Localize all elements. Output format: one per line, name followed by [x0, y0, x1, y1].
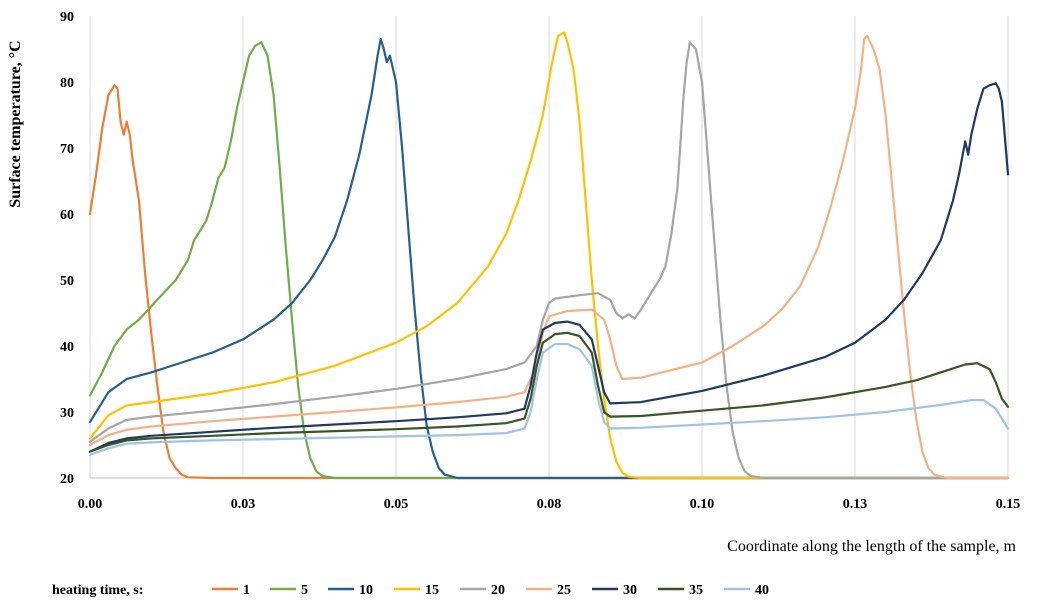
legend-label-10: 10	[359, 583, 373, 598]
y-tick-label: 80	[60, 76, 74, 91]
series-line-1	[88, 84, 1010, 480]
legend-label-40: 40	[755, 583, 769, 598]
legend-label-35: 35	[689, 583, 703, 598]
tick-labels: 0.00 0.03 0.05 0.08 0.10 0.13 0.15 20 30 40 50 60 70…	[60, 10, 1020, 512]
series-line-35	[88, 331, 1010, 453]
y-tick-label: 20	[60, 472, 74, 487]
y-tick-label: 40	[60, 340, 74, 355]
y-tick-label: 30	[60, 406, 74, 421]
legend-title: heating time, s:	[52, 583, 143, 598]
x-tick-label: 0.08	[537, 497, 562, 512]
series-line-5	[88, 41, 1010, 480]
y-tick-label: 50	[60, 274, 74, 289]
x-tick-label: 0.15	[996, 497, 1021, 512]
legend-label-1: 1	[243, 583, 250, 598]
legend-label-15: 15	[425, 583, 439, 598]
series-line-30	[88, 82, 1010, 453]
series-layer	[88, 31, 1010, 480]
legend: 1 5 10 15 20 25 30 35 40	[212, 583, 769, 598]
legend-label-5: 5	[301, 583, 308, 598]
x-tick-label: 0.10	[690, 497, 715, 512]
x-tick-label: 0.13	[843, 497, 868, 512]
x-tick-label: 0.00	[78, 497, 103, 512]
series-line-40	[88, 342, 1010, 456]
y-tick-label: 60	[60, 208, 74, 223]
legend-label-25: 25	[557, 583, 571, 598]
x-axis-title: Coordinate along the length of the sampl…	[727, 538, 1016, 555]
y-tick-label: 90	[60, 10, 74, 25]
x-tick-label: 0.05	[384, 497, 409, 512]
series-line-20	[88, 41, 1010, 480]
series-line-15	[88, 31, 1010, 480]
series-line-25	[88, 34, 1010, 480]
legend-label-20: 20	[491, 583, 505, 598]
y-axis-title: Surface temperature, °C	[7, 40, 24, 207]
legend-label-30: 30	[623, 583, 637, 598]
x-tick-label: 0.03	[231, 497, 256, 512]
y-tick-label: 70	[60, 142, 74, 157]
series-line-10	[88, 38, 1010, 480]
